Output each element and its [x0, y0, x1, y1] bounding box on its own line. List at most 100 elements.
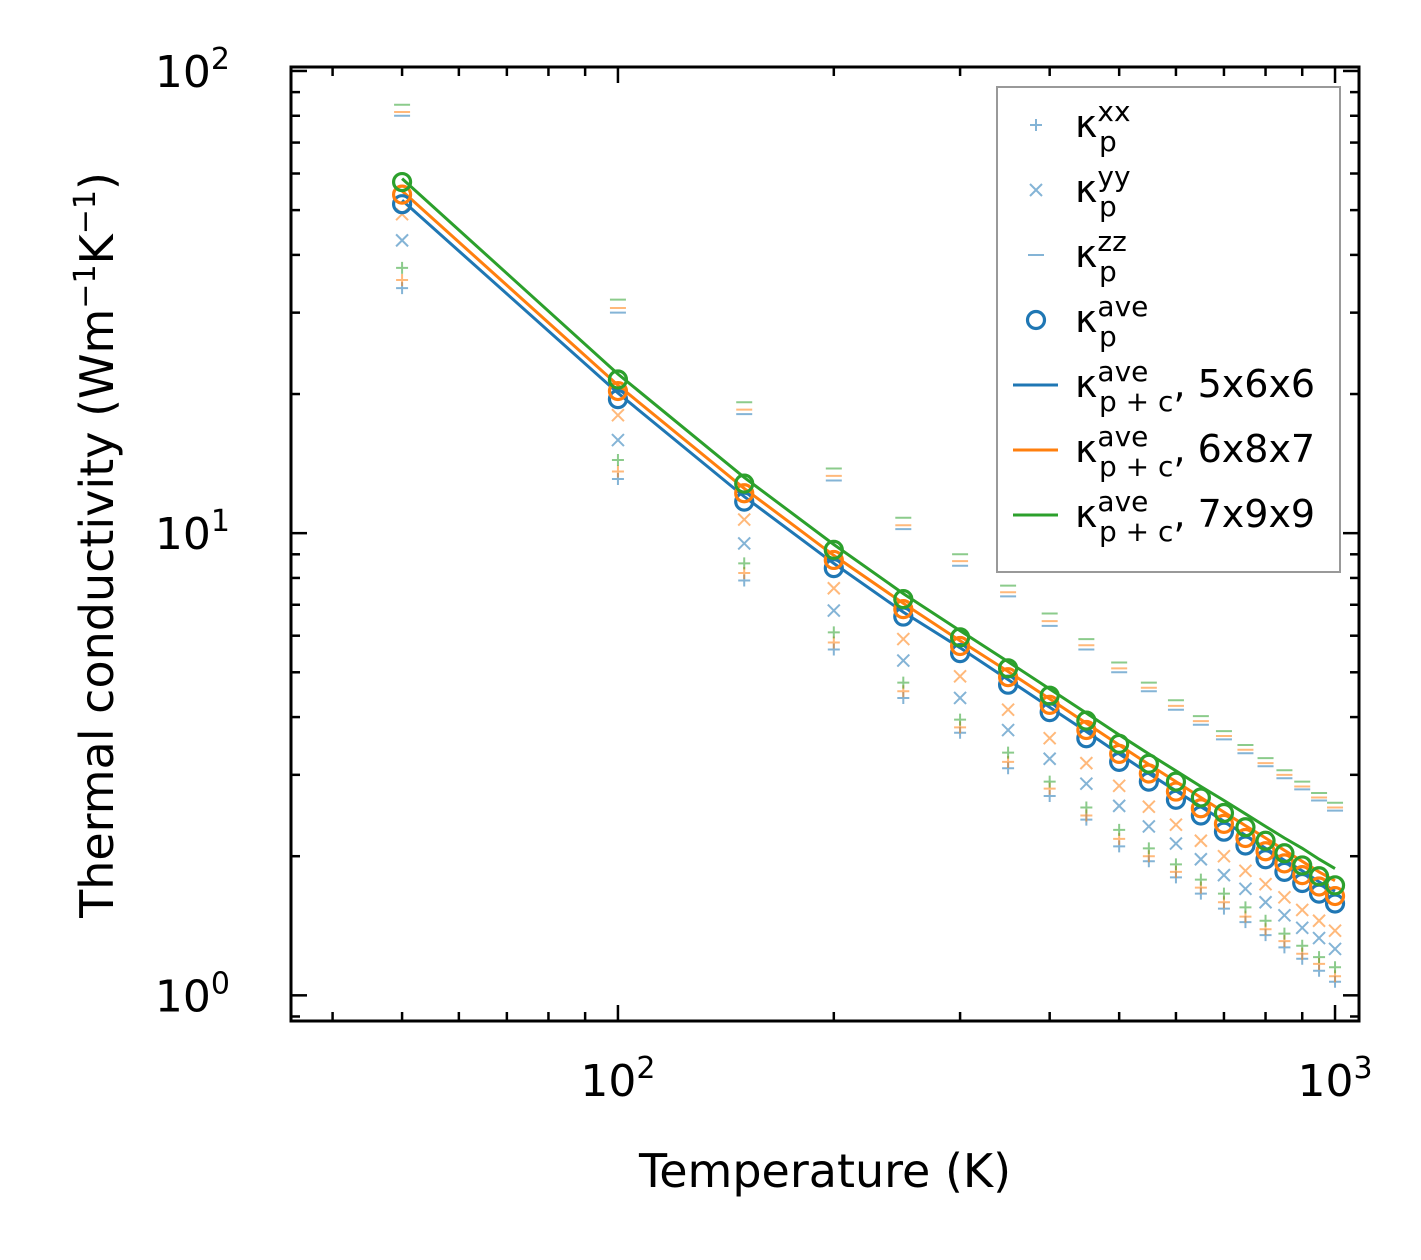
legend-label: κave p + c, 5x6x6	[1075, 355, 1315, 418]
x-marker	[1142, 799, 1156, 814]
plus-marker	[738, 557, 751, 570]
circle-marker	[1274, 843, 1295, 864]
x-marker	[1295, 921, 1309, 935]
plus-marker	[1313, 951, 1326, 964]
legend-x-handle	[1029, 183, 1043, 197]
circle-marker	[1235, 817, 1256, 838]
x-marker	[1328, 942, 1342, 956]
y-axis-label: Thermal conductivity (Wm−1K−1)	[68, 172, 124, 919]
plus-marker	[1239, 901, 1252, 914]
plus-marker	[1169, 858, 1182, 871]
x-marker	[1312, 931, 1326, 945]
x-marker	[1042, 752, 1057, 766]
y-tick-label: 101	[155, 504, 230, 560]
series-line	[401, 177, 1336, 870]
x-marker	[1238, 864, 1253, 878]
circle-marker	[1324, 885, 1346, 907]
circle-marker	[1235, 827, 1256, 849]
series-line	[401, 189, 1336, 883]
plot-area	[391, 103, 1346, 988]
circle-marker	[949, 635, 971, 657]
x-marker	[1217, 868, 1231, 882]
x-marker	[1112, 799, 1126, 813]
x-axis-label: Temperature (K)	[638, 1144, 1011, 1198]
circle-marker	[1190, 798, 1211, 819]
tick-labels: 102 103 100 101 102	[155, 42, 1373, 1107]
circle-marker	[1213, 821, 1235, 842]
circle-marker	[1138, 753, 1159, 774]
legend-label: κxx p	[1075, 95, 1131, 158]
circle-marker	[1255, 841, 1276, 862]
plus-marker	[1080, 801, 1093, 814]
plus-marker	[611, 465, 624, 478]
plus-marker	[1002, 746, 1015, 759]
legend-frame	[996, 86, 1341, 573]
circle-marker	[1190, 787, 1211, 808]
x-marker	[953, 691, 967, 705]
series-line	[401, 199, 1336, 893]
circle-marker	[391, 184, 413, 205]
x-marker	[896, 653, 911, 668]
x-marker	[1169, 817, 1183, 832]
x-marker	[1277, 890, 1292, 904]
plus-marker	[396, 261, 409, 274]
plus-marker	[396, 273, 409, 286]
y-tick-label: 100	[155, 966, 230, 1022]
x-marker	[1238, 882, 1253, 896]
x-marker	[1042, 731, 1057, 745]
plus-marker	[1194, 873, 1207, 886]
x-marker	[737, 536, 751, 551]
circle-marker	[734, 473, 755, 494]
y-tick-label: 102	[155, 42, 230, 98]
circle-marker	[823, 549, 844, 571]
plus-marker	[1329, 961, 1342, 974]
x-marker	[1079, 777, 1094, 791]
x-tick-label: 102	[580, 1051, 655, 1107]
x-marker	[1217, 849, 1231, 863]
circle-marker	[1255, 830, 1276, 851]
x-marker	[395, 233, 409, 248]
circle-marker	[607, 369, 629, 390]
plus-marker	[1113, 823, 1126, 836]
x-tick-label: 103	[1297, 1051, 1372, 1107]
circle-marker	[734, 483, 755, 504]
x-marker	[611, 433, 625, 447]
x-marker	[1079, 756, 1094, 770]
legend-label: κave p	[1075, 290, 1148, 353]
circle-marker	[607, 389, 629, 410]
circle-marker	[1109, 733, 1130, 754]
circle-marker	[391, 194, 413, 215]
circle-marker	[1076, 719, 1097, 741]
circle-marker	[391, 171, 413, 193]
circle-marker	[1109, 743, 1130, 764]
x-marker	[1258, 877, 1273, 891]
legend-circle-handle	[1025, 309, 1047, 331]
circle-marker	[997, 658, 1019, 679]
circle-marker	[893, 588, 914, 610]
circle-marker	[607, 380, 629, 402]
circle-marker	[949, 627, 971, 648]
circle-marker	[1039, 685, 1060, 706]
plus-marker	[1278, 927, 1291, 940]
plus-marker	[1043, 775, 1056, 788]
circle-marker	[893, 598, 914, 620]
circle-marker	[1076, 710, 1097, 731]
x-marker	[1312, 914, 1326, 928]
x-marker	[1001, 723, 1015, 737]
circle-marker	[997, 667, 1019, 688]
legend-label: κave p + c, 6x8x7	[1075, 420, 1315, 483]
x-marker	[611, 408, 625, 422]
x-marker	[1194, 852, 1208, 866]
plus-marker	[1259, 914, 1272, 927]
x-marker	[1142, 819, 1156, 834]
circle-marker	[1292, 855, 1313, 876]
circle-marker	[1165, 781, 1187, 802]
plus-marker	[1296, 939, 1309, 952]
circle-marker	[1213, 813, 1235, 834]
circle-marker	[823, 539, 844, 560]
x-marker	[827, 581, 841, 595]
x-marker	[827, 603, 841, 618]
plus-marker	[954, 713, 967, 726]
